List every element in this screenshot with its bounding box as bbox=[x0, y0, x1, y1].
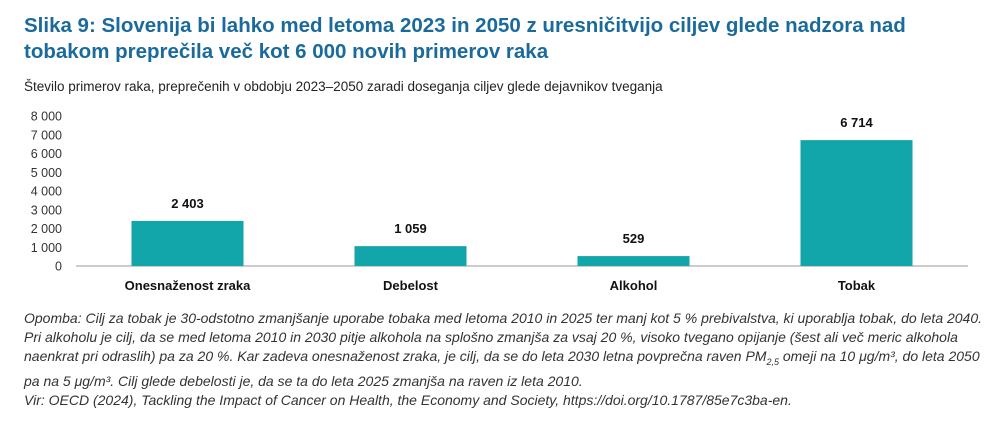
data-label: 1 059 bbox=[394, 221, 427, 236]
pm-subscript: 2,5 bbox=[766, 356, 779, 367]
chart-subtitle: Število primerov raka, preprečenih v obd… bbox=[24, 79, 663, 94]
source-text: Vir: OECD (2024), Tackling the Impact of… bbox=[24, 391, 792, 408]
data-label: 2 403 bbox=[171, 196, 204, 211]
note-text: Opomba: Cilj za tobak je 30-odstotno zma… bbox=[24, 309, 989, 391]
y-tick-label: 0 bbox=[55, 260, 62, 274]
bar-chart: 0 1 000 2 000 3 000 4 000 5 000 6 000 7 000 8 00… bbox=[31, 110, 968, 293]
y-axis-ticks: 0 1 000 2 000 3 000 4 000 5 000 6 000 7 000 8 00… bbox=[31, 110, 62, 274]
bar bbox=[577, 256, 690, 266]
y-tick-label: 5 000 bbox=[31, 166, 62, 180]
category-label: Tobak bbox=[838, 278, 876, 293]
category-label: Alkohol bbox=[610, 278, 658, 293]
y-tick-label: 6 000 bbox=[31, 147, 62, 161]
y-tick-label: 8 000 bbox=[31, 110, 62, 124]
y-tick-label: 3 000 bbox=[31, 203, 62, 217]
chart-footnote: Opomba: Cilj za tobak je 30-odstotno zma… bbox=[24, 309, 989, 410]
y-tick-label: 1 000 bbox=[31, 241, 62, 255]
y-tick-label: 4 000 bbox=[31, 185, 62, 199]
bar bbox=[131, 220, 244, 266]
y-tick-label: 7 000 bbox=[31, 128, 62, 142]
chart-title: Slika 9: Slovenija bi lahko med letoma 2… bbox=[24, 14, 906, 63]
bars-group: 2 403 Onesnaženost zraka 1 059 Debelost 529 A… bbox=[125, 115, 913, 293]
y-tick-label: 2 000 bbox=[31, 222, 62, 236]
note-text-after: omeji na 10 μg/m³, do leta 2050 pa na 5 … bbox=[24, 348, 980, 389]
note-text-before: Opomba: Cilj za tobak je 30-odstotno zma… bbox=[24, 310, 983, 364]
category-label: Debelost bbox=[383, 278, 439, 293]
bar bbox=[800, 140, 913, 266]
category-label: Onesnaženost zraka bbox=[125, 278, 251, 293]
bar bbox=[354, 246, 467, 266]
data-label: 529 bbox=[623, 231, 645, 246]
data-label: 6 714 bbox=[840, 115, 873, 130]
